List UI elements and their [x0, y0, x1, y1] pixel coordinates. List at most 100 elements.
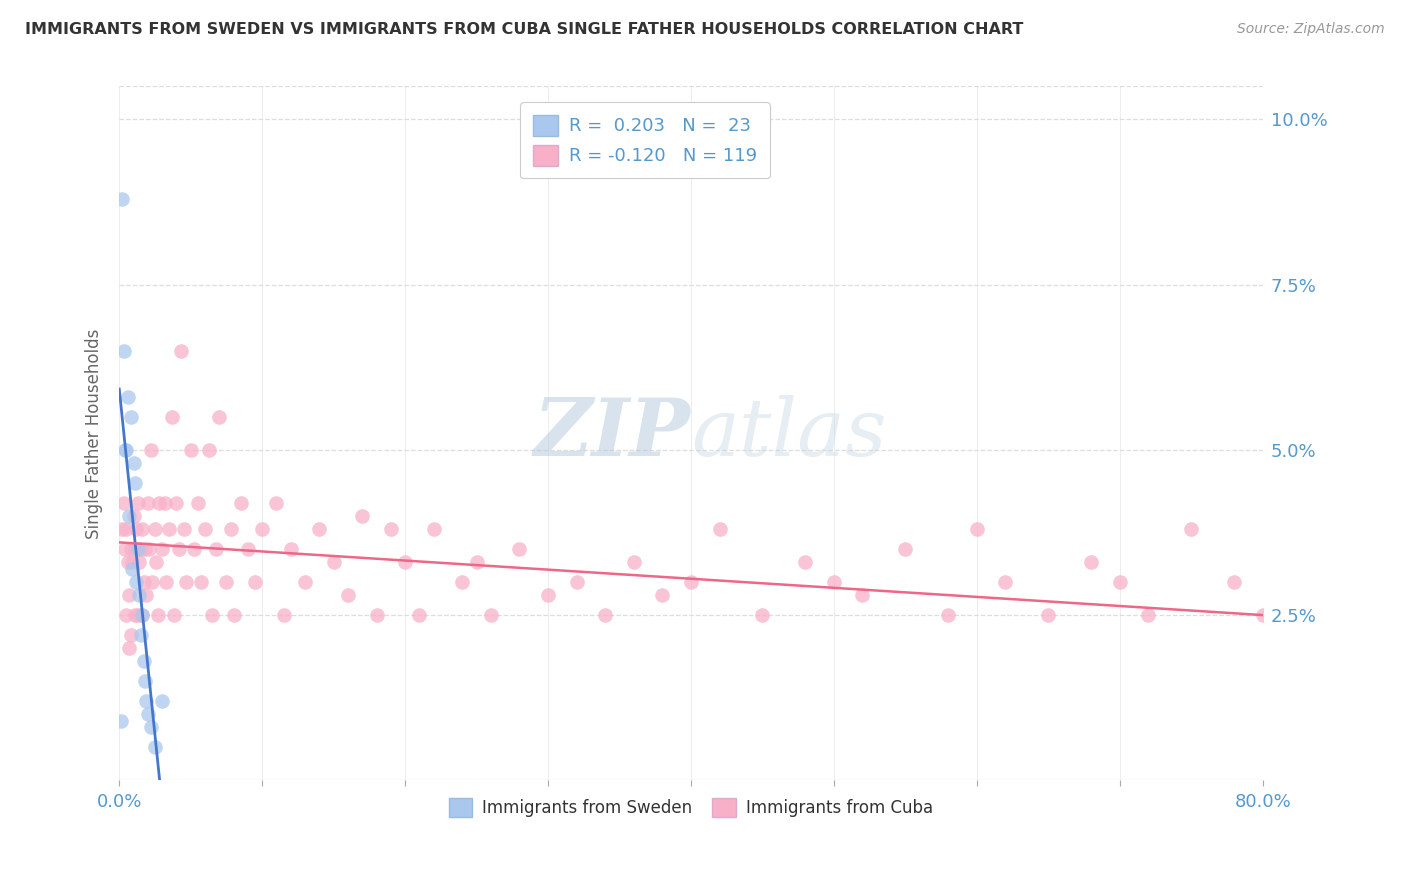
Point: [194, 522, 217, 536]
Point: [134, 541, 156, 556]
Point: [336, 588, 359, 602]
Point: [129, 541, 152, 556]
Point: [280, 541, 302, 556]
Point: [623, 555, 645, 569]
Point: [294, 575, 316, 590]
Point: [679, 575, 702, 590]
Point: [352, 508, 374, 523]
Point: [143, 740, 166, 755]
Point: [823, 575, 845, 590]
Point: [794, 555, 817, 569]
Point: [141, 575, 163, 590]
Point: [936, 608, 959, 623]
Point: [1351, 555, 1374, 569]
Point: [131, 522, 153, 536]
Point: [1038, 608, 1060, 623]
Point: [170, 343, 193, 358]
Point: [479, 608, 502, 623]
Point: [169, 541, 191, 556]
Point: [422, 522, 444, 536]
Point: [1309, 588, 1331, 602]
Point: [139, 442, 162, 457]
Text: IMMIGRANTS FROM SWEDEN VS IMMIGRANTS FROM CUBA SINGLE FATHER HOUSEHOLDS CORRELAT: IMMIGRANTS FROM SWEDEN VS IMMIGRANTS FRO…: [25, 22, 1024, 37]
Point: [1395, 608, 1406, 623]
Y-axis label: Single Father Households: Single Father Households: [86, 328, 103, 539]
Point: [222, 608, 245, 623]
Point: [709, 522, 731, 536]
Point: [110, 714, 132, 728]
Point: [266, 496, 288, 510]
Point: [118, 641, 141, 656]
Point: [124, 608, 146, 623]
Point: [451, 575, 474, 590]
Point: [322, 555, 344, 569]
Point: [593, 608, 616, 623]
Point: [127, 496, 149, 510]
Point: [111, 192, 134, 206]
Point: [994, 575, 1017, 590]
Point: [124, 475, 146, 490]
Point: [117, 390, 139, 404]
Point: [183, 541, 205, 556]
Point: [1223, 575, 1246, 590]
Point: [122, 456, 145, 470]
Point: [118, 508, 141, 523]
Point: [138, 541, 160, 556]
Point: [125, 575, 148, 590]
Point: [273, 608, 295, 623]
Point: [115, 522, 138, 536]
Point: [1251, 608, 1274, 623]
Point: [112, 496, 135, 510]
Point: [180, 442, 202, 457]
Text: ZIP: ZIP: [534, 394, 690, 472]
Point: [1365, 588, 1388, 602]
Point: [125, 522, 148, 536]
Point: [129, 628, 152, 642]
Point: [751, 608, 773, 623]
Point: [162, 608, 184, 623]
Point: [1108, 575, 1130, 590]
Point: [118, 588, 141, 602]
Point: [201, 608, 224, 623]
Point: [1279, 555, 1302, 569]
Point: [565, 575, 588, 590]
Point: [115, 608, 138, 623]
Point: [121, 555, 143, 569]
Point: [120, 628, 142, 642]
Point: [190, 575, 212, 590]
Point: [150, 541, 173, 556]
Point: [139, 721, 162, 735]
Point: [131, 608, 153, 623]
Point: [198, 442, 221, 457]
Point: [124, 541, 146, 556]
Point: [205, 541, 228, 556]
Point: [408, 608, 430, 623]
Point: [121, 562, 143, 576]
Point: [148, 496, 170, 510]
Point: [112, 343, 135, 358]
Point: [1337, 608, 1360, 623]
Point: [132, 575, 155, 590]
Point: [173, 522, 195, 536]
Point: [308, 522, 330, 536]
Point: [366, 608, 388, 623]
Point: [243, 575, 266, 590]
Point: [146, 608, 169, 623]
Point: [120, 409, 142, 424]
Point: [114, 442, 136, 457]
Point: [465, 555, 488, 569]
Point: [127, 541, 149, 556]
Point: [157, 522, 180, 536]
Point: [651, 588, 673, 602]
Point: [215, 575, 238, 590]
Point: [1180, 522, 1202, 536]
Point: [131, 608, 153, 623]
Point: [236, 541, 259, 556]
Point: [153, 496, 176, 510]
Point: [120, 541, 142, 556]
Point: [136, 707, 159, 722]
Point: [851, 588, 873, 602]
Point: [1080, 555, 1102, 569]
Point: [135, 694, 157, 708]
Text: atlas: atlas: [690, 394, 886, 472]
